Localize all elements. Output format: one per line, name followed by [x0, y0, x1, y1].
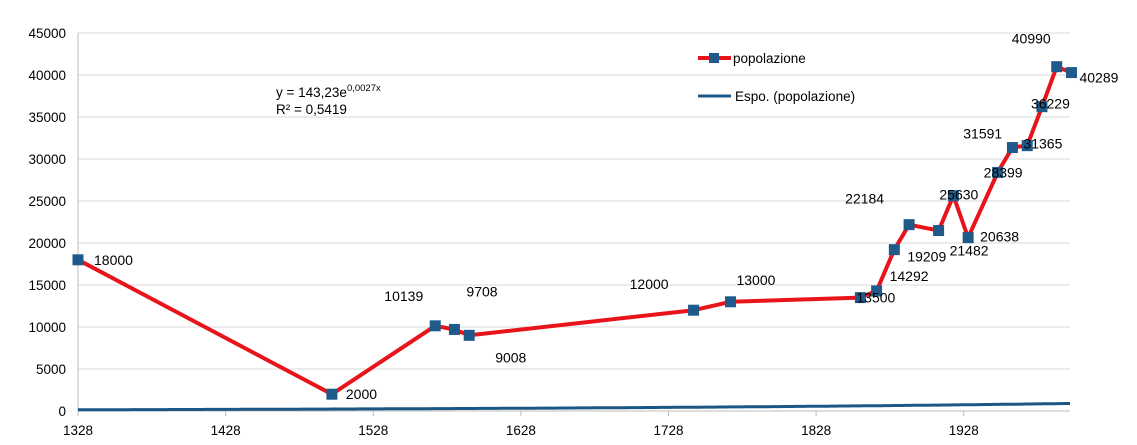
x-tick-label: 1428 — [211, 423, 241, 438]
data-label: 40289 — [1079, 70, 1118, 86]
data-label: 19209 — [907, 249, 946, 265]
data-label: 13000 — [736, 272, 775, 288]
data-point — [962, 232, 974, 244]
data-label: 36229 — [1031, 96, 1070, 112]
x-tick-label: 1328 — [63, 423, 93, 438]
y-tick-label: 5000 — [36, 362, 66, 377]
data-point — [1036, 101, 1048, 113]
data-label: 31591 — [963, 126, 1002, 142]
data-point — [871, 285, 883, 297]
data-point — [72, 254, 84, 266]
y-tick-label: 30000 — [28, 152, 66, 167]
data-point — [888, 244, 900, 256]
legend: popolazione Espo. (popolazione) — [698, 51, 855, 104]
data-labels: 18000 2000 10139 9708 9008 12000 13000 13500 142… — [94, 31, 1119, 403]
data-label: 9708 — [466, 283, 497, 299]
data-label: 22184 — [845, 191, 884, 207]
axes: 0 5000 10000 15000 20000 25000 30000 35000 40000… — [28, 26, 1070, 438]
data-label: 25630 — [939, 187, 978, 203]
data-label: 10139 — [384, 288, 423, 304]
data-label: 14292 — [890, 268, 929, 284]
legend-popolazione-marker — [709, 53, 719, 63]
data-point — [326, 388, 338, 400]
data-point — [724, 296, 736, 308]
y-tick-label: 40000 — [28, 68, 66, 83]
data-point — [903, 219, 915, 231]
data-point — [1021, 140, 1033, 152]
data-point — [1006, 142, 1018, 154]
y-tick-label: 15000 — [28, 278, 66, 293]
y-tick-label: 25000 — [28, 194, 66, 209]
x-tick-label: 1528 — [358, 423, 388, 438]
data-point — [1051, 61, 1063, 73]
data-label: 28399 — [984, 164, 1023, 180]
trendline-series — [78, 402, 1070, 412]
data-label: 12000 — [630, 276, 669, 292]
data-label: 40990 — [1012, 31, 1051, 47]
data-point — [854, 292, 866, 304]
popolazione-series — [72, 61, 1077, 400]
x-tick-label: 1928 — [949, 423, 979, 438]
legend-popolazione-label: popolazione — [733, 51, 806, 66]
data-point — [448, 323, 460, 335]
x-tick-label: 1828 — [801, 423, 831, 438]
equation-line-2: R² = 0,5419 — [276, 102, 347, 117]
data-label: 2000 — [346, 386, 377, 402]
y-tick-label: 10000 — [28, 320, 66, 335]
data-point — [933, 225, 945, 237]
equation-line-1: y = 143,23e0,0027x — [276, 83, 381, 100]
data-point — [992, 166, 1004, 178]
data-label: 18000 — [94, 252, 133, 268]
y-tick-label: 0 — [58, 404, 66, 419]
data-point — [463, 329, 475, 341]
data-label: 9008 — [495, 349, 526, 365]
data-point — [429, 320, 441, 332]
y-tick-label: 35000 — [28, 110, 66, 125]
data-label: 13500 — [856, 290, 895, 306]
y-tick-label: 45000 — [28, 26, 66, 41]
legend-trend-label: Espo. (popolazione) — [735, 89, 855, 104]
trendline-path — [78, 402, 1070, 412]
trendline-equation: y = 143,23e0,0027x R² = 0,5419 — [276, 83, 381, 117]
data-label: 20638 — [980, 229, 1019, 245]
data-label: 31365 — [1023, 136, 1062, 152]
x-tick-label: 1628 — [506, 423, 536, 438]
data-point — [947, 190, 959, 202]
data-point — [688, 304, 700, 316]
series-line — [77, 64, 1073, 397]
gridlines — [78, 32, 1070, 412]
x-tick-label: 1728 — [653, 423, 683, 438]
data-point — [1065, 67, 1077, 79]
data-label: 21482 — [950, 243, 989, 259]
y-tick-label: 20000 — [28, 236, 66, 251]
